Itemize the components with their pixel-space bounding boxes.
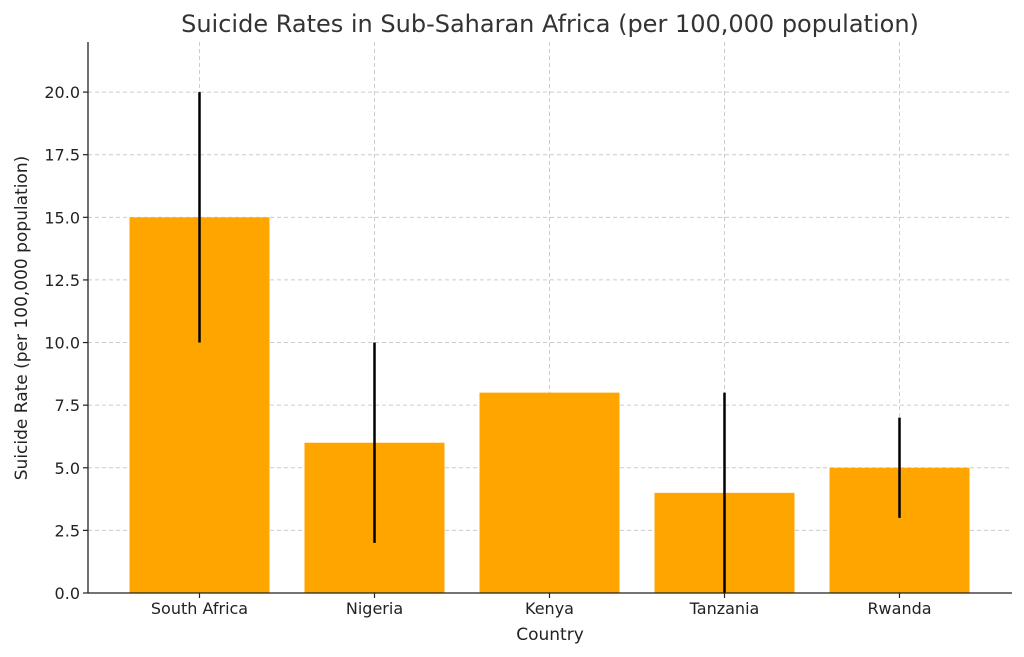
x-tick-label: Rwanda [867, 599, 931, 618]
y-tick-label: 20.0 [44, 83, 80, 102]
y-axis-ticks: 0.0 2.5 5.0 7.5 10.0 12.5 15.0 17.5 20.0 [44, 83, 88, 603]
y-tick-label: 2.5 [55, 521, 80, 540]
y-tick-label: 15.0 [44, 208, 80, 227]
y-tick-label: 0.0 [55, 584, 80, 603]
y-axis-label: Suicide Rate (per 100,000 population) [12, 156, 32, 480]
x-tick-label: Nigeria [346, 599, 403, 618]
y-tick-label: 5.0 [55, 459, 80, 478]
y-tick-label: 10.0 [44, 334, 80, 353]
y-tick-label: 7.5 [55, 396, 80, 415]
x-tick-label: South Africa [151, 599, 248, 618]
error-bars [198, 92, 901, 593]
x-axis-label: Country [516, 625, 584, 645]
x-tick-label: Tanzania [689, 599, 760, 618]
chart-title: Suicide Rates in Sub-Saharan Africa (per… [181, 10, 919, 38]
x-axis-ticks: South Africa Nigeria Kenya Tanzania Rwanda [151, 593, 932, 618]
y-tick-label: 12.5 [44, 271, 80, 290]
y-tick-label: 17.5 [44, 146, 80, 165]
bar [479, 392, 620, 593]
x-tick-label: Kenya [525, 599, 574, 618]
